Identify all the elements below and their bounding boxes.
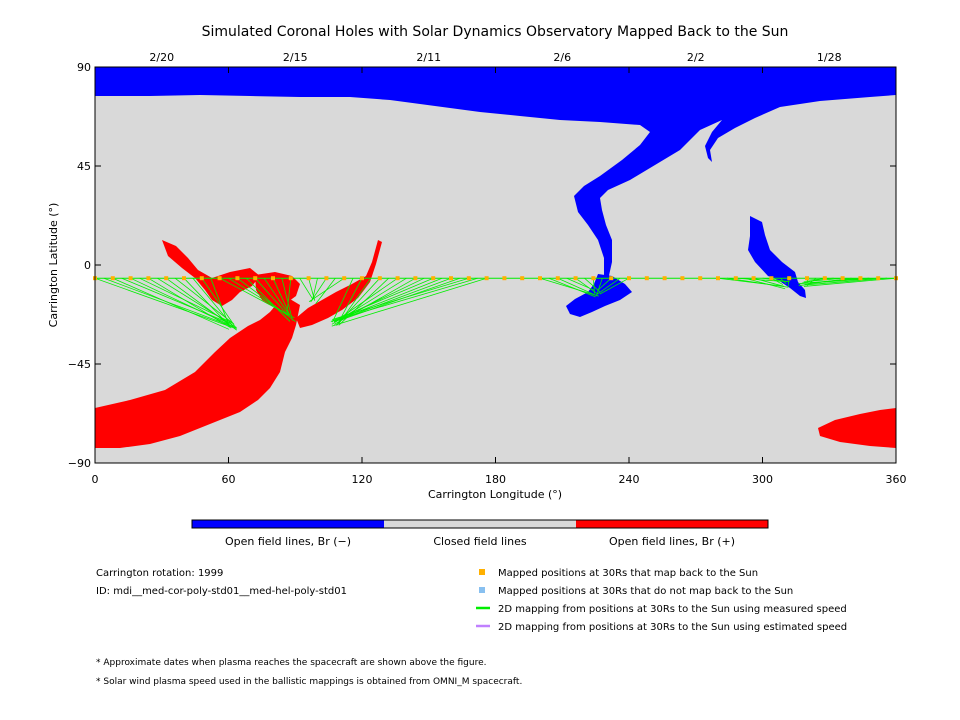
x-tick-label: 240 [619,473,640,486]
y-tick-label: 90 [77,61,91,74]
x-axis-label: Carrington Longitude (°) [428,488,562,501]
mapped-position-point [164,276,168,280]
mapped-position-point [467,276,471,280]
mapped-position-point [378,276,382,280]
mapped-position-point [324,276,328,280]
mapped-position-point [680,276,684,280]
y-tick-label: −90 [68,457,91,470]
mapped-position-point [146,276,150,280]
mapped-position-point [502,276,506,280]
note-dates: * Approximate dates when plasma reaches … [96,658,487,668]
x-tick-label: 180 [485,473,506,486]
legend-measured-label: 2D mapping from positions at 30Rs to the… [498,604,847,615]
mapped-position-point [431,276,435,280]
mapped-position-point [342,276,346,280]
mapped-position-point [520,276,524,280]
x-tick-label: 60 [222,473,236,486]
mapped-position-point [645,276,649,280]
mapped-position-point [218,276,222,280]
mapped-position-point [360,276,364,280]
mapped-position-point [200,276,204,280]
top-date-label: 2/2 [687,51,705,64]
mapped-position-point [129,276,133,280]
y-tick-label: 0 [84,259,91,272]
mapped-position-point [876,276,880,280]
mapped-position-point [734,276,738,280]
y-axis-label: Carrington Latitude (°) [47,203,60,328]
mapped-position-point [627,276,631,280]
mapped-position-point [449,276,453,280]
x-tick-label: 0 [92,473,99,486]
mapped-position-point [307,276,311,280]
note-speed: * Solar wind plasma speed used in the ba… [96,677,522,687]
top-date-label: 2/6 [553,51,571,64]
mapped-position-point [716,276,720,280]
x-tick-label: 360 [886,473,907,486]
mapped-position-point [787,276,791,280]
legend-unmapped-label: Mapped positions at 30Rs that do not map… [498,586,793,597]
top-date-labels: 2/20 2/15 2/11 2/6 2/2 1/28 [149,51,841,64]
mapped-position-point [396,276,400,280]
mapped-position-point [769,276,773,280]
chart-title: Simulated Coronal Holes with Solar Dynam… [202,24,789,40]
colorbar-closed [384,520,576,528]
colorbar-label-positive: Open field lines, Br (+) [609,535,735,548]
mapped-position-point [574,276,578,280]
colorbar-positive [576,520,768,528]
mapped-position-point [253,276,257,280]
coronal-hole-map: Simulated Coronal Holes with Solar Dynam… [0,0,960,720]
mapped-position-point [289,276,293,280]
top-date-label: 2/15 [283,51,308,64]
legend-estimated-label: 2D mapping from positions at 30Rs to the… [498,622,847,633]
mapped-position-point [271,276,275,280]
mapped-position-point [858,276,862,280]
model-id: ID: mdi__med-cor-poly-std01__med-hel-pol… [96,586,347,597]
mapped-position-point [182,276,186,280]
legend-mapped-label: Mapped positions at 30Rs that map back t… [498,568,758,579]
mapped-position-point [485,276,489,280]
mapped-position-point [698,276,702,280]
legend-mapped-swatch [479,569,485,575]
x-tick-label: 120 [352,473,373,486]
mapped-position-point [609,276,613,280]
legend-unmapped-swatch [479,587,485,593]
colorbar-negative [192,520,384,528]
colorbar-label-closed: Closed field lines [433,535,527,548]
mapped-position-point [111,276,115,280]
mapped-position-point [752,276,756,280]
mapped-position-point [805,276,809,280]
carrington-rotation: Carrington rotation: 1999 [96,568,223,579]
x-tick-label: 300 [752,473,773,486]
top-date-label: 2/20 [149,51,174,64]
y-tick-label: −45 [68,358,91,371]
mapped-position-point [235,276,239,280]
colorbar-label-negative: Open field lines, Br (−) [225,535,351,548]
mapped-position-point [823,276,827,280]
mapped-position-point [413,276,417,280]
mapped-position-point [841,276,845,280]
mapped-position-point [663,276,667,280]
mapped-position-point [591,276,595,280]
top-date-label: 2/11 [416,51,441,64]
y-tick-label: 45 [77,160,91,173]
mapped-position-point [556,276,560,280]
mapped-position-point [538,276,542,280]
top-date-label: 1/28 [817,51,842,64]
